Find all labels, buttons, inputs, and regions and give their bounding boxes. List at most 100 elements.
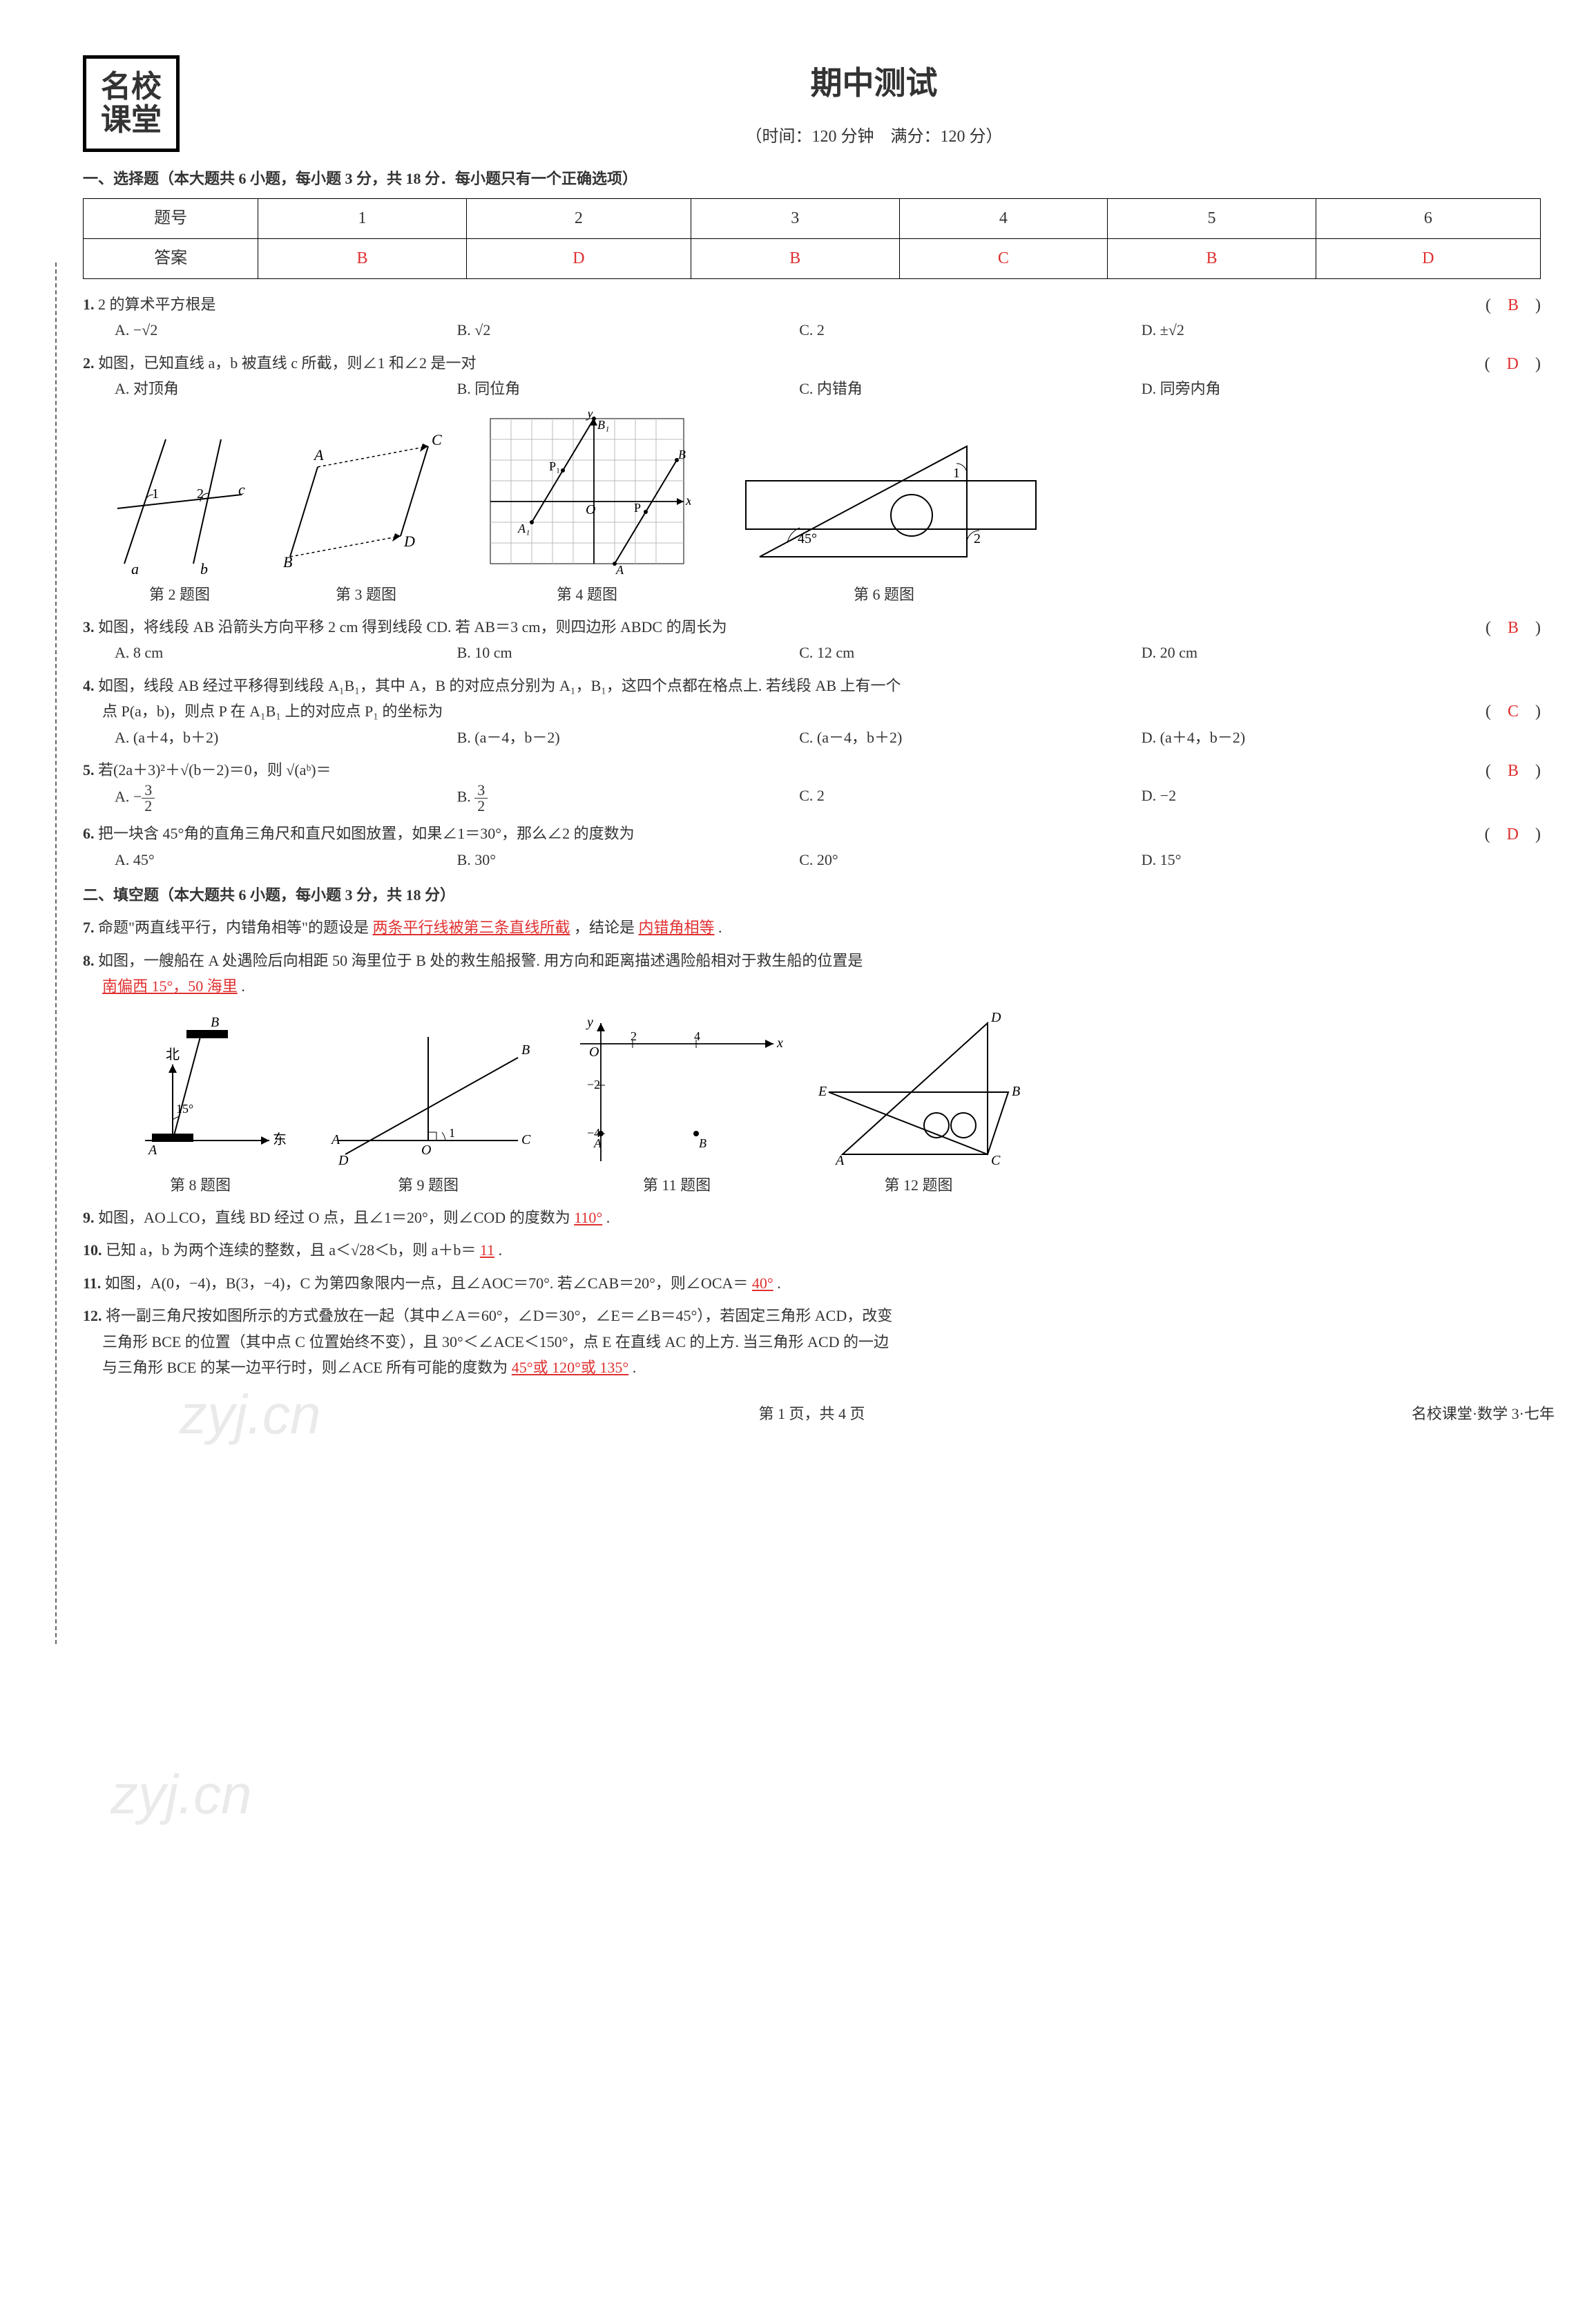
fig-caption: 第 12 题图 [815, 1172, 1022, 1198]
footer-series: 名校课堂·数学 3·七年 [1412, 1401, 1555, 1426]
q-stem: 如图，将线段 AB 沿箭头方向平移 2 cm 得到线段 CD. 若 AB＝3 c… [98, 618, 727, 636]
svg-text:B: B [678, 448, 686, 461]
svg-text:O: O [586, 502, 595, 517]
q-post: . [718, 919, 722, 936]
svg-text:x: x [776, 1036, 783, 1051]
fill-answer: 南偏西 15°，50 海里 [102, 977, 238, 995]
figures-row-1: 1 2 a b c 第 2 题图 A B C D 第 3 题图 [110, 412, 1541, 607]
svg-text:A: A [593, 1136, 602, 1150]
svg-text:E: E [818, 1084, 827, 1099]
svg-text:B: B [699, 1136, 706, 1150]
answer-letter: B [1508, 296, 1519, 314]
svg-text:y: y [586, 1016, 593, 1030]
q-l3: 与三角形 BCE 的某一边平行时，则∠ACE 所有可能的度数为 [102, 1359, 508, 1376]
q-stem: 2 的算术平方根是 [98, 296, 216, 313]
options: A. 对顶角 B. 同位角 C. 内错角 D. 同旁内角 [115, 376, 1541, 401]
opt-pre: B. [457, 788, 475, 805]
answer-letter: B [1508, 762, 1519, 780]
question-12: 12. 将一副三角尺按如图所示的方式叠放在一起（其中∠A＝60°，∠D＝30°，… [83, 1303, 1541, 1380]
q-post: . [777, 1275, 781, 1292]
question-2: 2. 如图，已知直线 a，b 被直线 c 所截，则∠1 和∠2 是一对 ( D … [83, 350, 1541, 402]
svg-text:A: A [147, 1143, 157, 1158]
opt-a: A. −32 [115, 783, 457, 814]
svg-text:D: D [990, 1010, 1001, 1025]
paren-answer: ( B ) [1486, 292, 1541, 320]
opt-d: D. 15° [1142, 847, 1484, 872]
fig-q11: x y O 2 4 −2 −4 A B 第 11 题图 [566, 1016, 787, 1198]
q-l1: 将一副三角尺按如图所示的方式叠放在一起（其中∠A＝60°，∠D＝30°，∠E＝∠… [106, 1307, 892, 1324]
svg-text:C: C [991, 1153, 1001, 1168]
q-stem: 把一块含 45°角的直角三角尺和直尺如图放置，如果∠1＝30°，那么∠2 的度数… [98, 825, 635, 842]
svg-text:C: C [432, 431, 442, 448]
paren-answer: ( D ) [1485, 350, 1541, 379]
svg-text:1: 1 [449, 1126, 455, 1140]
fold-line [55, 263, 57, 1644]
options: A. 8 cm B. 10 cm C. 12 cm D. 20 cm [115, 640, 1541, 665]
fill-answer: 两条平行线被第三条直线所截 [372, 919, 570, 936]
question-7: 7. 命题"两直线平行，内错角相等"的题设是 两条平行线被第三条直线所截 ，结论… [83, 915, 1541, 940]
question-9: 9. 如图，AO⊥CO，直线 BD 经过 O 点，且∠1＝20°，则∠COD 的… [83, 1205, 1541, 1230]
question-4: 4. 如图，线段 AB 经过平移得到线段 A₁B₁，其中 A，B 的对应点分别为… [83, 673, 1541, 750]
opt-c: C. 12 cm [799, 640, 1142, 665]
ans-cell: C [899, 239, 1108, 279]
q-num: 12. [83, 1307, 102, 1324]
q-pre: 命题"两直线平行，内错角相等"的题设是 [98, 919, 369, 936]
opt-d: D. −2 [1142, 783, 1484, 814]
section1-head: 一、选择题（本大题共 6 小题，每小题 3 分，共 18 分．每小题只有一个正确… [83, 166, 1541, 191]
svg-text:B: B [1012, 1084, 1020, 1099]
svg-text:x: x [685, 493, 691, 508]
question-8: 8. 如图，一艘船在 A 处遇险后向相距 50 海里位于 B 处的救生船报警. … [83, 948, 1541, 1000]
fig-q6: 45° 1 2 第 6 题图 [718, 426, 1050, 607]
question-1: 1. 2 的算术平方根是 ( B ) A. −√2 B. √2 C. 2 D. … [83, 292, 1541, 343]
opt-c: C. 2 [799, 783, 1142, 814]
q-stem: 如图，已知直线 a，b 被直线 c 所截，则∠1 和∠2 是一对 [98, 354, 477, 372]
fig-q4: x y O A B A₁ B₁ P P₁ 第 4 题图 [483, 412, 691, 607]
svg-text:东: 东 [273, 1132, 287, 1147]
svg-text:A: A [313, 446, 324, 464]
answer-letter: D [1507, 355, 1519, 373]
col-num: 5 [1108, 199, 1316, 239]
svg-text:D: D [403, 533, 415, 550]
answer-letter: B [1508, 619, 1519, 637]
opt-b: B. (a－4，b－2) [457, 725, 800, 750]
svg-text:D: D [338, 1153, 349, 1168]
q-stem: 已知 a，b 为两个连续的整数，且 a＜√28＜b，则 a＋b＝ [106, 1241, 476, 1259]
opt-d: D. 20 cm [1142, 640, 1484, 665]
col-num: 1 [258, 199, 467, 239]
q-num: 3. [83, 618, 95, 636]
opt-c: C. 20° [799, 847, 1142, 872]
opt-b: B. 30° [457, 847, 800, 872]
figures-row-2: 东 北 A B 15° 第 8 题图 A C O B D 1 第 9 [110, 1009, 1541, 1198]
ans-cell: B [258, 239, 467, 279]
table-row: 答案 B D B C B D [84, 239, 1541, 279]
question-6: 6. 把一块含 45°角的直角三角尺和直尺如图放置，如果∠1＝30°，那么∠2 … [83, 821, 1541, 872]
q-post: . [606, 1209, 610, 1226]
fig-q3: A B C D 第 3 题图 [276, 426, 456, 607]
q-stem-2: 点 P(a，b)，则点 P 在 A₁B₁ 上的对应点 P₁ 的坐标为 [102, 703, 443, 720]
fig-caption: 第 3 题图 [276, 582, 456, 607]
q-num: 10. [83, 1241, 102, 1259]
q-l2: 三角形 BCE 的位置（其中点 C 位置始终不变），且 30°＜∠ACE＜150… [102, 1333, 889, 1351]
opt-d: D. ±√2 [1142, 317, 1484, 343]
opt-a: A. −√2 [115, 317, 457, 343]
ans-cell: B [691, 239, 899, 279]
col-num: 6 [1316, 199, 1540, 239]
opt-b: B. 同位角 [457, 376, 800, 401]
header: 名校 课堂 期中测试 （时间：120 分钟 满分：120 分） [83, 55, 1541, 152]
logo-line2: 课堂 [101, 104, 162, 137]
answer-label: 答案 [84, 239, 258, 279]
opt-d: D. (a＋4，b－2) [1142, 725, 1484, 750]
opt-a: A. 对顶角 [115, 376, 457, 401]
svg-text:1: 1 [953, 466, 960, 481]
fig-caption: 第 11 题图 [566, 1172, 787, 1198]
col-num: 2 [466, 199, 691, 239]
svg-text:15°: 15° [176, 1102, 193, 1116]
svg-text:P₁: P₁ [549, 459, 560, 473]
question-5: 5. 若(2a＋3)²＋√(b－2)＝0，则 √(aᵇ)＝ ( B ) A. −… [83, 757, 1541, 814]
svg-text:C: C [521, 1132, 531, 1147]
fill-answer: 11 [480, 1241, 494, 1259]
fig-caption: 第 8 题图 [110, 1172, 290, 1198]
fill-answer: 内错角相等 [639, 919, 715, 936]
svg-text:B: B [521, 1042, 530, 1058]
opt-c: C. 2 [799, 317, 1142, 343]
